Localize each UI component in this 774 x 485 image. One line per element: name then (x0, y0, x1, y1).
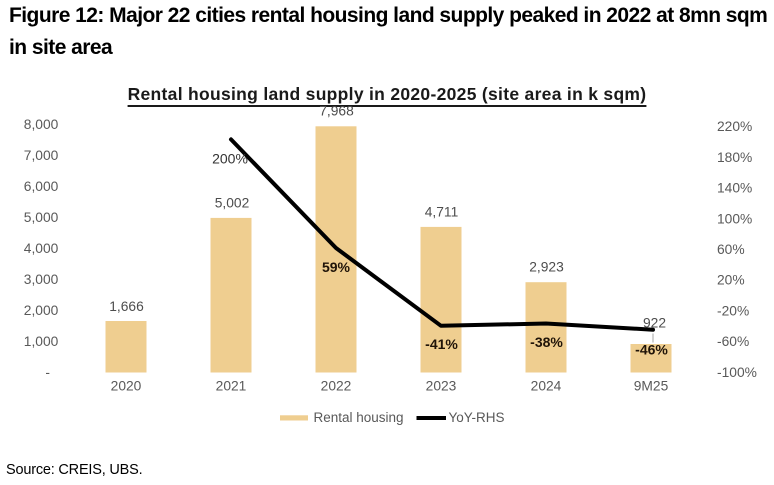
svg-text:2021: 2021 (216, 379, 247, 394)
svg-text:922: 922 (643, 316, 666, 331)
svg-text:-: - (45, 365, 50, 380)
svg-text:2020: 2020 (111, 379, 142, 394)
svg-text:-60%: -60% (717, 334, 749, 349)
svg-text:100%: 100% (717, 211, 752, 226)
svg-text:2023: 2023 (426, 379, 457, 394)
svg-text:1,666: 1,666 (109, 299, 144, 314)
svg-text:5,000: 5,000 (24, 210, 59, 225)
svg-text:7,000: 7,000 (24, 148, 59, 163)
svg-text:180%: 180% (717, 150, 752, 165)
svg-text:Rental housing: Rental housing (314, 410, 404, 425)
svg-text:-20%: -20% (717, 303, 749, 318)
svg-text:3,000: 3,000 (24, 272, 59, 287)
svg-text:-46%: -46% (635, 341, 668, 357)
svg-text:YoY-RHS: YoY-RHS (449, 410, 505, 425)
svg-text:60%: 60% (717, 242, 745, 257)
svg-text:2,000: 2,000 (24, 303, 59, 318)
svg-text:7,968: 7,968 (319, 104, 354, 119)
svg-text:59%: 59% (322, 259, 351, 275)
svg-text:4,711: 4,711 (425, 204, 459, 219)
svg-text:1,000: 1,000 (24, 334, 59, 349)
svg-text:2022: 2022 (321, 379, 352, 394)
svg-text:4,000: 4,000 (24, 241, 59, 256)
svg-text:2024: 2024 (531, 379, 562, 394)
svg-text:-38%: -38% (530, 334, 563, 350)
svg-text:5,002: 5,002 (215, 195, 250, 210)
svg-text:140%: 140% (717, 181, 752, 196)
svg-text:220%: 220% (717, 119, 752, 134)
svg-text:2,923: 2,923 (529, 260, 564, 275)
svg-text:-100%: -100% (717, 365, 757, 380)
svg-text:-41%: -41% (425, 336, 458, 352)
svg-text:20%: 20% (717, 273, 745, 288)
svg-text:8,000: 8,000 (24, 117, 59, 132)
svg-text:9M25: 9M25 (634, 379, 669, 394)
svg-text:200%: 200% (212, 150, 248, 166)
svg-text:6,000: 6,000 (24, 179, 59, 194)
